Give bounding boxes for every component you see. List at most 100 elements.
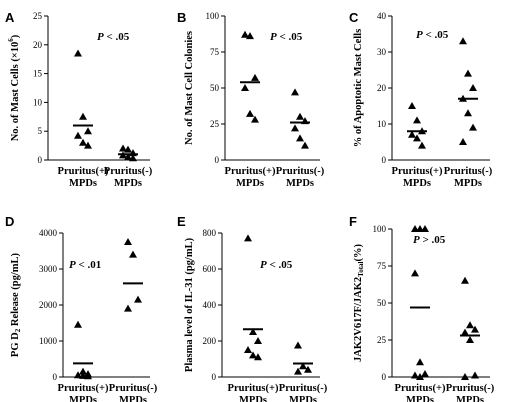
- category-label: MPDs: [289, 395, 317, 402]
- data-point: [461, 328, 469, 336]
- y-tick-label: 10: [377, 119, 387, 129]
- data-point: [129, 250, 137, 258]
- panel-A: A 0 5 10 15 20 25 No. of Mast Cells (×106) P < .…: [5, 10, 153, 189]
- data-point: [84, 127, 92, 135]
- y-tick-label: 0: [382, 155, 387, 165]
- data-point: [79, 371, 87, 379]
- data-point: [408, 102, 416, 109]
- data-point: [79, 112, 87, 120]
- panel-letter: C: [349, 10, 359, 25]
- y-tick-label: 0: [53, 372, 58, 382]
- y-tick-label: 2000: [39, 300, 58, 310]
- category-label: MPDs: [286, 178, 314, 189]
- y-tick-label: 0: [38, 155, 43, 165]
- data-point: [413, 116, 421, 124]
- category-label: MPDs: [119, 395, 147, 402]
- panel-letter: E: [177, 214, 186, 229]
- data-point: [459, 37, 467, 45]
- data-point: [464, 69, 472, 77]
- data-point: [294, 341, 302, 349]
- data-point: [471, 371, 479, 379]
- category-label: MPDs: [114, 178, 142, 189]
- panel-D: D 0 1000 2000 3000 4000 PG D2 Release (pg/mL) P…: [5, 214, 158, 402]
- category-label: Pruritus(-): [104, 166, 153, 177]
- y-tick-label: 3000: [39, 264, 58, 274]
- data-point: [251, 115, 259, 123]
- category-label: MPDs: [69, 395, 97, 402]
- data-point: [296, 134, 304, 142]
- y-axis-label: % of Apoptotic Mast Cells: [353, 29, 364, 147]
- data-point: [413, 134, 421, 142]
- data-point: [74, 131, 82, 139]
- data-point: [244, 346, 252, 353]
- y-tick-label: 15: [33, 69, 43, 79]
- y-axis-label: PG D2 Release (pg/mL): [10, 252, 21, 357]
- data-point: [84, 141, 92, 149]
- y-axis-label: No. of Mast Cell Colonies: [184, 31, 195, 145]
- data-point: [291, 124, 299, 132]
- data-point: [74, 49, 82, 57]
- y-tick-label: 40: [377, 11, 387, 21]
- data-point: [119, 144, 127, 152]
- y-axis-label: No. of Mast Cells (×106): [7, 34, 22, 141]
- p-value-annotation: P > .05: [413, 234, 446, 246]
- y-tick-label: 0: [382, 372, 387, 382]
- category-label: MPDs: [406, 395, 434, 402]
- data-point: [124, 238, 132, 245]
- data-point: [134, 295, 142, 303]
- data-point: [304, 365, 312, 373]
- data-point: [124, 153, 132, 161]
- category-label: MPDs: [454, 178, 482, 189]
- data-point: [301, 141, 309, 149]
- data-point: [246, 32, 254, 40]
- y-tick-label: 75: [210, 47, 220, 57]
- p-value-annotation: P < .01: [69, 259, 101, 271]
- data-point: [464, 109, 472, 117]
- data-point: [421, 225, 429, 232]
- data-point: [84, 372, 92, 380]
- y-tick-label: 100: [373, 224, 387, 234]
- data-point: [241, 30, 249, 38]
- data-point: [254, 353, 262, 361]
- data-point: [294, 367, 302, 375]
- data-point: [411, 371, 419, 379]
- category-label: Pruritus(+): [225, 166, 276, 177]
- category-label: MPDs: [403, 178, 431, 189]
- category-label: Pruritus(+): [58, 383, 109, 394]
- y-tick-label: 25: [33, 11, 43, 21]
- data-point: [408, 130, 416, 138]
- data-point: [124, 145, 132, 153]
- data-point: [471, 325, 479, 333]
- category-label: MPDs: [456, 395, 484, 402]
- y-axis-label: Plasma level of IL-31 (pg/mL): [184, 237, 195, 372]
- data-point: [461, 373, 469, 380]
- data-point: [254, 337, 262, 344]
- panel-letter: F: [349, 214, 357, 229]
- data-point: [129, 154, 137, 162]
- y-tick-label: 50: [377, 298, 387, 308]
- y-tick-label: 0: [215, 155, 220, 165]
- panel-C: C 0 10 20 30 40 % of Apoptotic Mast Cells P < .…: [349, 10, 493, 189]
- y-tick-label: 25: [377, 335, 387, 345]
- panel-letter: B: [177, 10, 186, 25]
- data-point: [251, 73, 259, 81]
- data-point: [244, 234, 252, 242]
- panel-letter: A: [5, 10, 15, 25]
- y-tick-label: 75: [377, 261, 387, 271]
- category-label: Pruritus(+): [395, 383, 446, 394]
- data-point: [79, 367, 87, 375]
- y-axis-label: JAK2V617F/JAK2Total(%): [353, 244, 364, 362]
- y-tick-label: 4000: [39, 228, 58, 238]
- data-point: [411, 269, 419, 277]
- data-point: [249, 328, 257, 335]
- data-point: [469, 123, 477, 131]
- p-value-annotation: P < .05: [260, 259, 293, 271]
- y-tick-label: 25: [210, 119, 220, 129]
- data-point: [124, 304, 132, 312]
- category-label: MPDs: [69, 178, 97, 189]
- data-point: [74, 371, 82, 379]
- y-tick-label: 10: [33, 97, 43, 107]
- data-point: [416, 358, 424, 366]
- data-point: [418, 141, 426, 149]
